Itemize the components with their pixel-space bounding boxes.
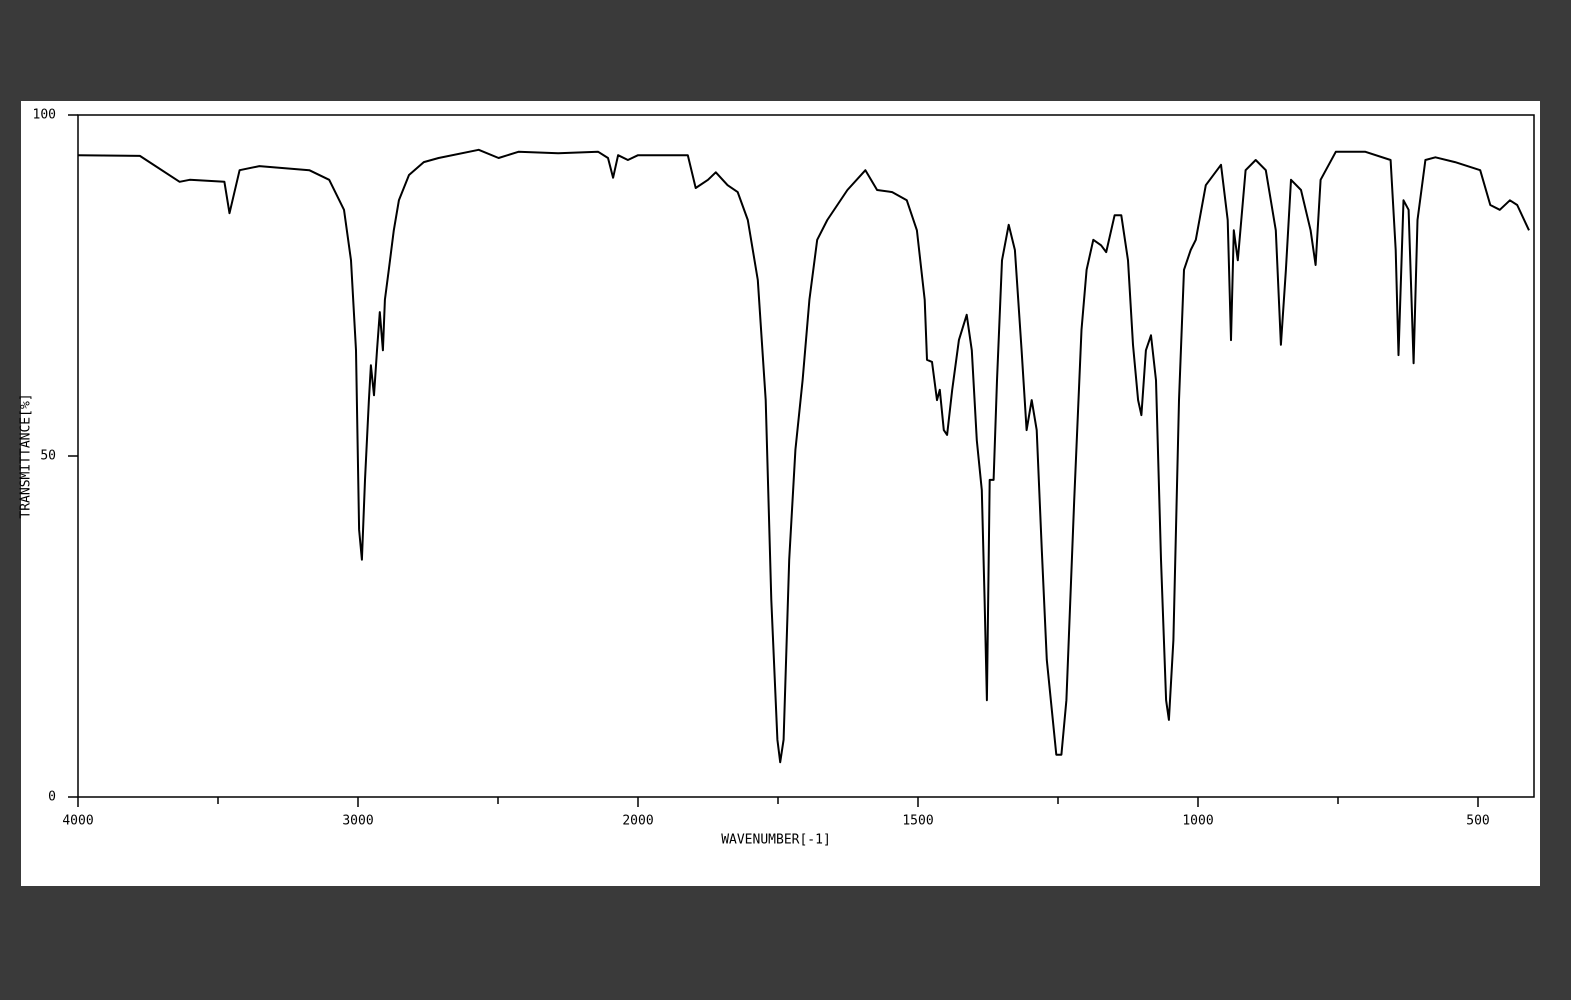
x-tick-label: 4000 (62, 814, 93, 829)
x-tick-label: 1000 (1182, 814, 1213, 829)
y-axis-label: TRANSMITTANCE[%] (19, 393, 34, 518)
x-tick-label: 3000 (342, 814, 373, 829)
spectrum-line (77, 148, 1530, 764)
y-tick-label: 100 (33, 108, 56, 123)
x-axis-label: WAVENUMBER[-1] (721, 833, 831, 848)
x-tick-label: 2000 (622, 814, 653, 829)
x-tick-label: 500 (1466, 814, 1489, 829)
x-tick-label: 1500 (902, 814, 933, 829)
y-tick-label: 0 (48, 790, 56, 805)
panel (21, 101, 1540, 886)
y-tick-label: 50 (40, 449, 56, 464)
